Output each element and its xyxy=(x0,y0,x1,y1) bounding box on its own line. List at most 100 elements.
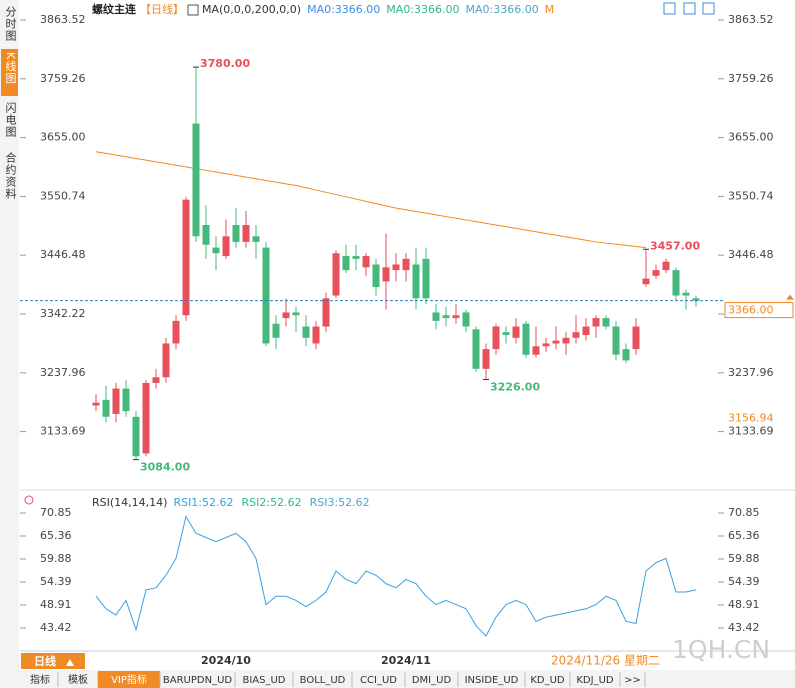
y-tick-label: 3237.96 xyxy=(40,366,86,379)
candle-body xyxy=(512,326,520,338)
candle-body xyxy=(462,312,470,327)
candle-body xyxy=(392,264,400,271)
annotation-label: 3226.00 xyxy=(490,381,540,394)
tab[interactable]: CCI_UD xyxy=(360,675,397,686)
tab[interactable]: 模板 xyxy=(68,673,88,686)
candle-body xyxy=(182,199,190,316)
header-period: 【日线】 xyxy=(140,2,184,16)
candle-body xyxy=(132,416,140,457)
annotation-label: 3780.00 xyxy=(200,57,250,70)
candle-body xyxy=(272,323,280,338)
sidebar-tab[interactable]: 分时图 xyxy=(4,6,17,42)
tab[interactable]: KD_UD xyxy=(530,675,565,686)
ma-legend: MA0:3366.00 xyxy=(386,3,459,16)
candle-body xyxy=(262,247,270,344)
toolbar-button[interactable] xyxy=(702,2,715,15)
candle-body xyxy=(282,312,290,319)
tab[interactable]: >> xyxy=(624,675,641,686)
header-title: 螺纹主连 xyxy=(92,2,137,16)
candle-body xyxy=(222,236,230,257)
watermark: 1QH.CN xyxy=(672,635,770,664)
toolbar-button[interactable] xyxy=(683,2,696,15)
candle-body xyxy=(422,258,430,299)
tab[interactable]: DMI_UD xyxy=(412,675,452,686)
y-tick-label-right: 3237.96 xyxy=(728,366,774,379)
tab[interactable]: INSIDE_UD xyxy=(465,675,519,686)
candle-body xyxy=(692,298,700,301)
tab-bar xyxy=(0,670,795,688)
tab[interactable]: BARUPDN_UD xyxy=(163,675,232,686)
y-tick-label: 3133.69 xyxy=(40,425,86,438)
last-price-arrow xyxy=(786,294,794,300)
candle-body xyxy=(642,278,650,285)
candle-body xyxy=(322,298,330,327)
candle-body xyxy=(202,225,210,245)
tab-active xyxy=(98,671,160,688)
candle-body xyxy=(632,326,640,350)
candle-body xyxy=(122,388,130,412)
y-tick-label-right: 65.36 xyxy=(728,529,760,542)
sidebar-tab-active xyxy=(1,49,18,96)
y-tick-label-right: 70.85 xyxy=(728,506,760,519)
period-button-label[interactable]: 日线 xyxy=(34,654,56,668)
y-tick-label-right: 3863.52 xyxy=(728,13,774,26)
annotation-label: 3457.00 xyxy=(650,239,700,252)
ma-legend: MA0:3366.00 xyxy=(466,3,539,16)
x-tick-label: 2024/11 xyxy=(381,654,431,667)
candle-body xyxy=(592,318,600,327)
candle-body xyxy=(102,399,110,417)
y-tick-label-right: 59.88 xyxy=(728,552,760,565)
period-arrow xyxy=(66,659,74,666)
candle-body xyxy=(552,340,560,344)
y-tick-label: 3655.00 xyxy=(40,131,86,144)
rsi-legend: RSI2:52.62 xyxy=(242,496,302,509)
candle-body xyxy=(602,318,610,327)
candle-body xyxy=(242,225,250,242)
candle-body xyxy=(362,256,370,268)
y-tick-label-right: 3759.26 xyxy=(728,72,774,85)
sidebar-tab[interactable]: 合约资料 xyxy=(4,151,17,200)
footer-date: 2024/11/26 星期二 xyxy=(551,654,660,668)
candle-body xyxy=(432,312,440,321)
y-tick-label: 3759.26 xyxy=(40,72,86,85)
tab[interactable]: KDJ_UD xyxy=(576,675,614,686)
rsi-line xyxy=(95,515,697,637)
ma-legend: MA0:3366.00 xyxy=(307,3,380,16)
candle-body xyxy=(382,267,390,282)
y-tick-label-right: 54.39 xyxy=(728,575,760,588)
candle-body xyxy=(332,253,340,296)
candle-body xyxy=(152,377,160,383)
y-tick-label-right: 48.91 xyxy=(728,598,760,611)
candle-body xyxy=(372,264,380,288)
marker-label: 3156.94 xyxy=(728,411,774,424)
annotation-label: 3084.00 xyxy=(140,461,190,474)
candle-body xyxy=(292,312,300,316)
tab[interactable]: 指标 xyxy=(30,673,50,686)
candle-body xyxy=(212,247,220,254)
ma-icon[interactable] xyxy=(187,4,199,16)
y-tick-label: 59.88 xyxy=(40,552,72,565)
candle-body xyxy=(232,225,240,242)
settings-icon[interactable] xyxy=(24,495,34,505)
y-tick-label: 70.85 xyxy=(40,506,72,519)
sidebar-tab[interactable]: K线图 xyxy=(4,52,17,84)
candle-body xyxy=(442,315,450,319)
last-price-box xyxy=(724,302,794,319)
tab[interactable]: BIAS_UD xyxy=(242,675,285,686)
candle-body xyxy=(652,270,660,276)
ma-legend-tail: M xyxy=(545,3,555,16)
sidebar-tab[interactable]: 闪电图 xyxy=(4,101,17,138)
candle-body xyxy=(352,256,360,259)
tab[interactable]: BOLL_UD xyxy=(300,675,346,686)
tab[interactable]: VIP指标 xyxy=(111,673,147,686)
candle-body xyxy=(452,315,460,319)
y-tick-label: 43.42 xyxy=(40,621,72,634)
y-tick-label: 3342.22 xyxy=(40,307,86,320)
candle-body xyxy=(302,326,310,338)
candle-body xyxy=(532,346,540,355)
candle-body xyxy=(542,343,550,347)
last-price-label: 3366.00 xyxy=(728,304,774,317)
candle-body xyxy=(612,326,620,355)
toolbar-button[interactable] xyxy=(663,2,676,15)
